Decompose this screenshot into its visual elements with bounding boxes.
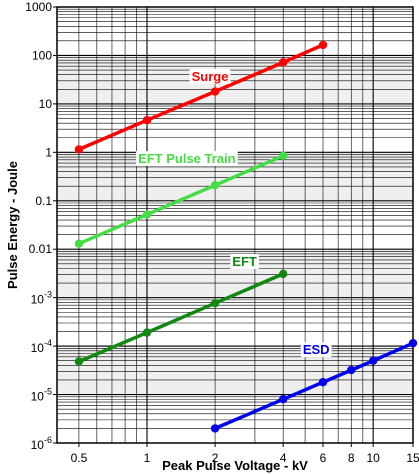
data-point-esd bbox=[210, 424, 220, 433]
y-tick-label: 1 bbox=[45, 145, 52, 159]
data-point-surge bbox=[318, 40, 328, 50]
series-layer: Surge EFT Pulse Train EFT ESD bbox=[74, 40, 418, 433]
data-point-esd bbox=[347, 365, 356, 375]
x-tick-label: 2 bbox=[212, 451, 219, 465]
data-point-esd bbox=[408, 338, 418, 348]
y-tick-label: 0.1 bbox=[35, 194, 52, 208]
decade-band bbox=[57, 7, 413, 56]
y-axis-title: Pulse Energy - Joule bbox=[5, 161, 20, 289]
y-tick-exponent: -5 bbox=[44, 387, 52, 397]
x-tick-label: 1 bbox=[144, 451, 151, 465]
x-tick-label: 6 bbox=[320, 451, 327, 465]
y-tick-exponent: -4 bbox=[44, 338, 52, 348]
y-tick-base: 10 bbox=[31, 341, 45, 355]
data-point-eft bbox=[142, 328, 152, 337]
data-point-esd bbox=[318, 377, 328, 387]
y-tick-base: 10 bbox=[31, 293, 45, 307]
series-eft: EFT bbox=[74, 254, 288, 366]
y-tick-label: 1000 bbox=[25, 0, 52, 14]
y-tick-label: 10-6 bbox=[31, 435, 52, 452]
series-surge: Surge bbox=[74, 40, 328, 154]
series-label-bg-surge bbox=[189, 68, 231, 84]
data-point-surge bbox=[278, 58, 288, 67]
data-point-surge bbox=[142, 116, 152, 125]
plot-frame bbox=[56, 6, 414, 444]
series-label-surge: Surge bbox=[192, 69, 229, 84]
series-line-eft bbox=[77, 272, 285, 364]
series-label-esd: ESD bbox=[303, 342, 330, 357]
series-eft-pulse-train: EFT Pulse Train bbox=[74, 151, 288, 248]
series-label-eft: EFT bbox=[232, 254, 257, 269]
data-point-surge bbox=[74, 145, 84, 154]
y-tick-label: 0.01 bbox=[29, 242, 53, 256]
y-tick-base: 10 bbox=[31, 390, 45, 404]
x-axis-title: Peak Pulse Voltage - kV bbox=[162, 458, 308, 473]
x-tick-label: 4 bbox=[280, 451, 287, 465]
decade-band bbox=[57, 297, 413, 347]
y-tick-exponent: -6 bbox=[44, 435, 52, 445]
y-tick-label: 10-3 bbox=[31, 290, 52, 307]
x-tick-label: 10 bbox=[366, 451, 380, 465]
data-point-eft bbox=[74, 357, 84, 366]
x-tick-label: 0.5 bbox=[71, 451, 88, 465]
x-tick-label: 8 bbox=[348, 451, 355, 465]
y-tick-exponent: -3 bbox=[44, 290, 52, 300]
series-line-eft-pulse-train bbox=[77, 154, 285, 246]
series-label-bg-esd bbox=[300, 342, 332, 358]
series-label-bg-eft-pulse-train bbox=[136, 151, 238, 167]
data-point-esd bbox=[368, 356, 378, 365]
data-point-esd bbox=[278, 395, 288, 404]
y-tick-base: 10 bbox=[31, 438, 45, 452]
data-point-eft-pulse-train bbox=[278, 151, 288, 160]
decade-bands bbox=[57, 7, 413, 443]
data-point-eft bbox=[278, 269, 288, 279]
decade-band bbox=[57, 200, 413, 250]
x-axis-ticks: 0.5 1 2 4 6 8 10 15 bbox=[71, 443, 419, 465]
y-tick-label: 10-5 bbox=[31, 387, 52, 404]
data-point-eft-pulse-train bbox=[210, 180, 220, 190]
series-line-esd bbox=[213, 341, 415, 431]
series-label-eft-pulse-train: EFT Pulse Train bbox=[138, 151, 236, 166]
series-esd: ESD bbox=[210, 338, 418, 433]
decade-band bbox=[57, 55, 413, 104]
decade-band bbox=[57, 103, 413, 153]
y-tick-label: 10 bbox=[39, 97, 53, 111]
data-point-eft bbox=[210, 298, 220, 308]
data-point-eft-pulse-train bbox=[74, 239, 84, 248]
y-tick-label: 100 bbox=[32, 48, 52, 62]
data-point-surge bbox=[210, 87, 220, 96]
y-tick-label: 10-4 bbox=[31, 338, 52, 355]
series-label-bg-eft bbox=[230, 254, 259, 270]
data-point-eft-pulse-train bbox=[142, 210, 152, 219]
x-tick-label: 15 bbox=[406, 451, 419, 465]
